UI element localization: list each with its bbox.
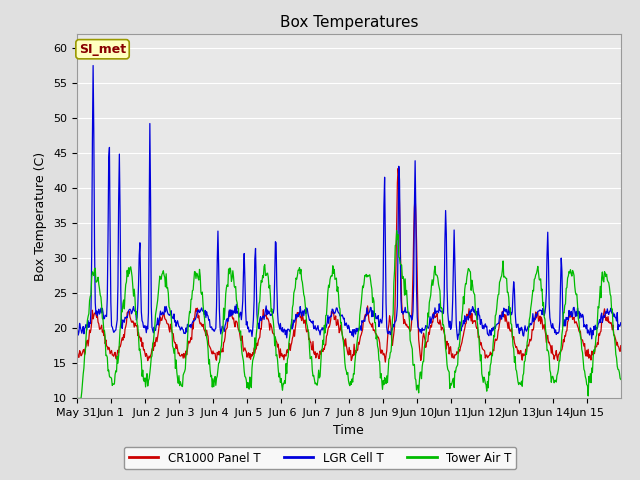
- Tower Air T: [617, 376, 625, 382]
- Tower Air T: [73, 396, 81, 401]
- Text: SI_met: SI_met: [79, 43, 126, 56]
- Line: LGR Cell T: LGR Cell T: [77, 66, 621, 339]
- Legend: CR1000 Panel T, LGR Cell T, Tower Air T: CR1000 Panel T, LGR Cell T, Tower Air T: [124, 447, 516, 469]
- CR1000 Panel T: [264, 315, 271, 321]
- Tower Air T: [406, 318, 413, 324]
- CR1000 Panel T: [137, 338, 145, 344]
- CR1000 Panel T: [381, 359, 389, 365]
- LGR Cell T: [406, 312, 413, 317]
- CR1000 Panel T: [406, 328, 414, 334]
- LGR Cell T: [73, 327, 81, 333]
- Line: CR1000 Panel T: CR1000 Panel T: [77, 168, 621, 362]
- Line: Tower Air T: Tower Air T: [77, 231, 621, 398]
- X-axis label: Time: Time: [333, 424, 364, 437]
- LGR Cell T: [89, 63, 97, 69]
- CR1000 Panel T: [394, 166, 402, 171]
- Tower Air T: [393, 228, 401, 234]
- LGR Cell T: [264, 311, 272, 316]
- Tower Air T: [137, 352, 145, 358]
- LGR Cell T: [617, 320, 625, 325]
- Tower Air T: [436, 288, 444, 294]
- Tower Air T: [264, 270, 271, 276]
- Tower Air T: [284, 354, 292, 360]
- LGR Cell T: [436, 307, 444, 313]
- CR1000 Panel T: [237, 337, 244, 343]
- LGR Cell T: [237, 317, 245, 323]
- CR1000 Panel T: [617, 343, 625, 348]
- LGR Cell T: [138, 309, 145, 315]
- CR1000 Panel T: [437, 320, 445, 326]
- LGR Cell T: [285, 326, 292, 332]
- Tower Air T: [237, 328, 244, 334]
- LGR Cell T: [454, 336, 461, 342]
- CR1000 Panel T: [284, 350, 292, 356]
- CR1000 Panel T: [73, 351, 81, 357]
- Y-axis label: Box Temperature (C): Box Temperature (C): [35, 151, 47, 281]
- Title: Box Temperatures: Box Temperatures: [280, 15, 418, 30]
